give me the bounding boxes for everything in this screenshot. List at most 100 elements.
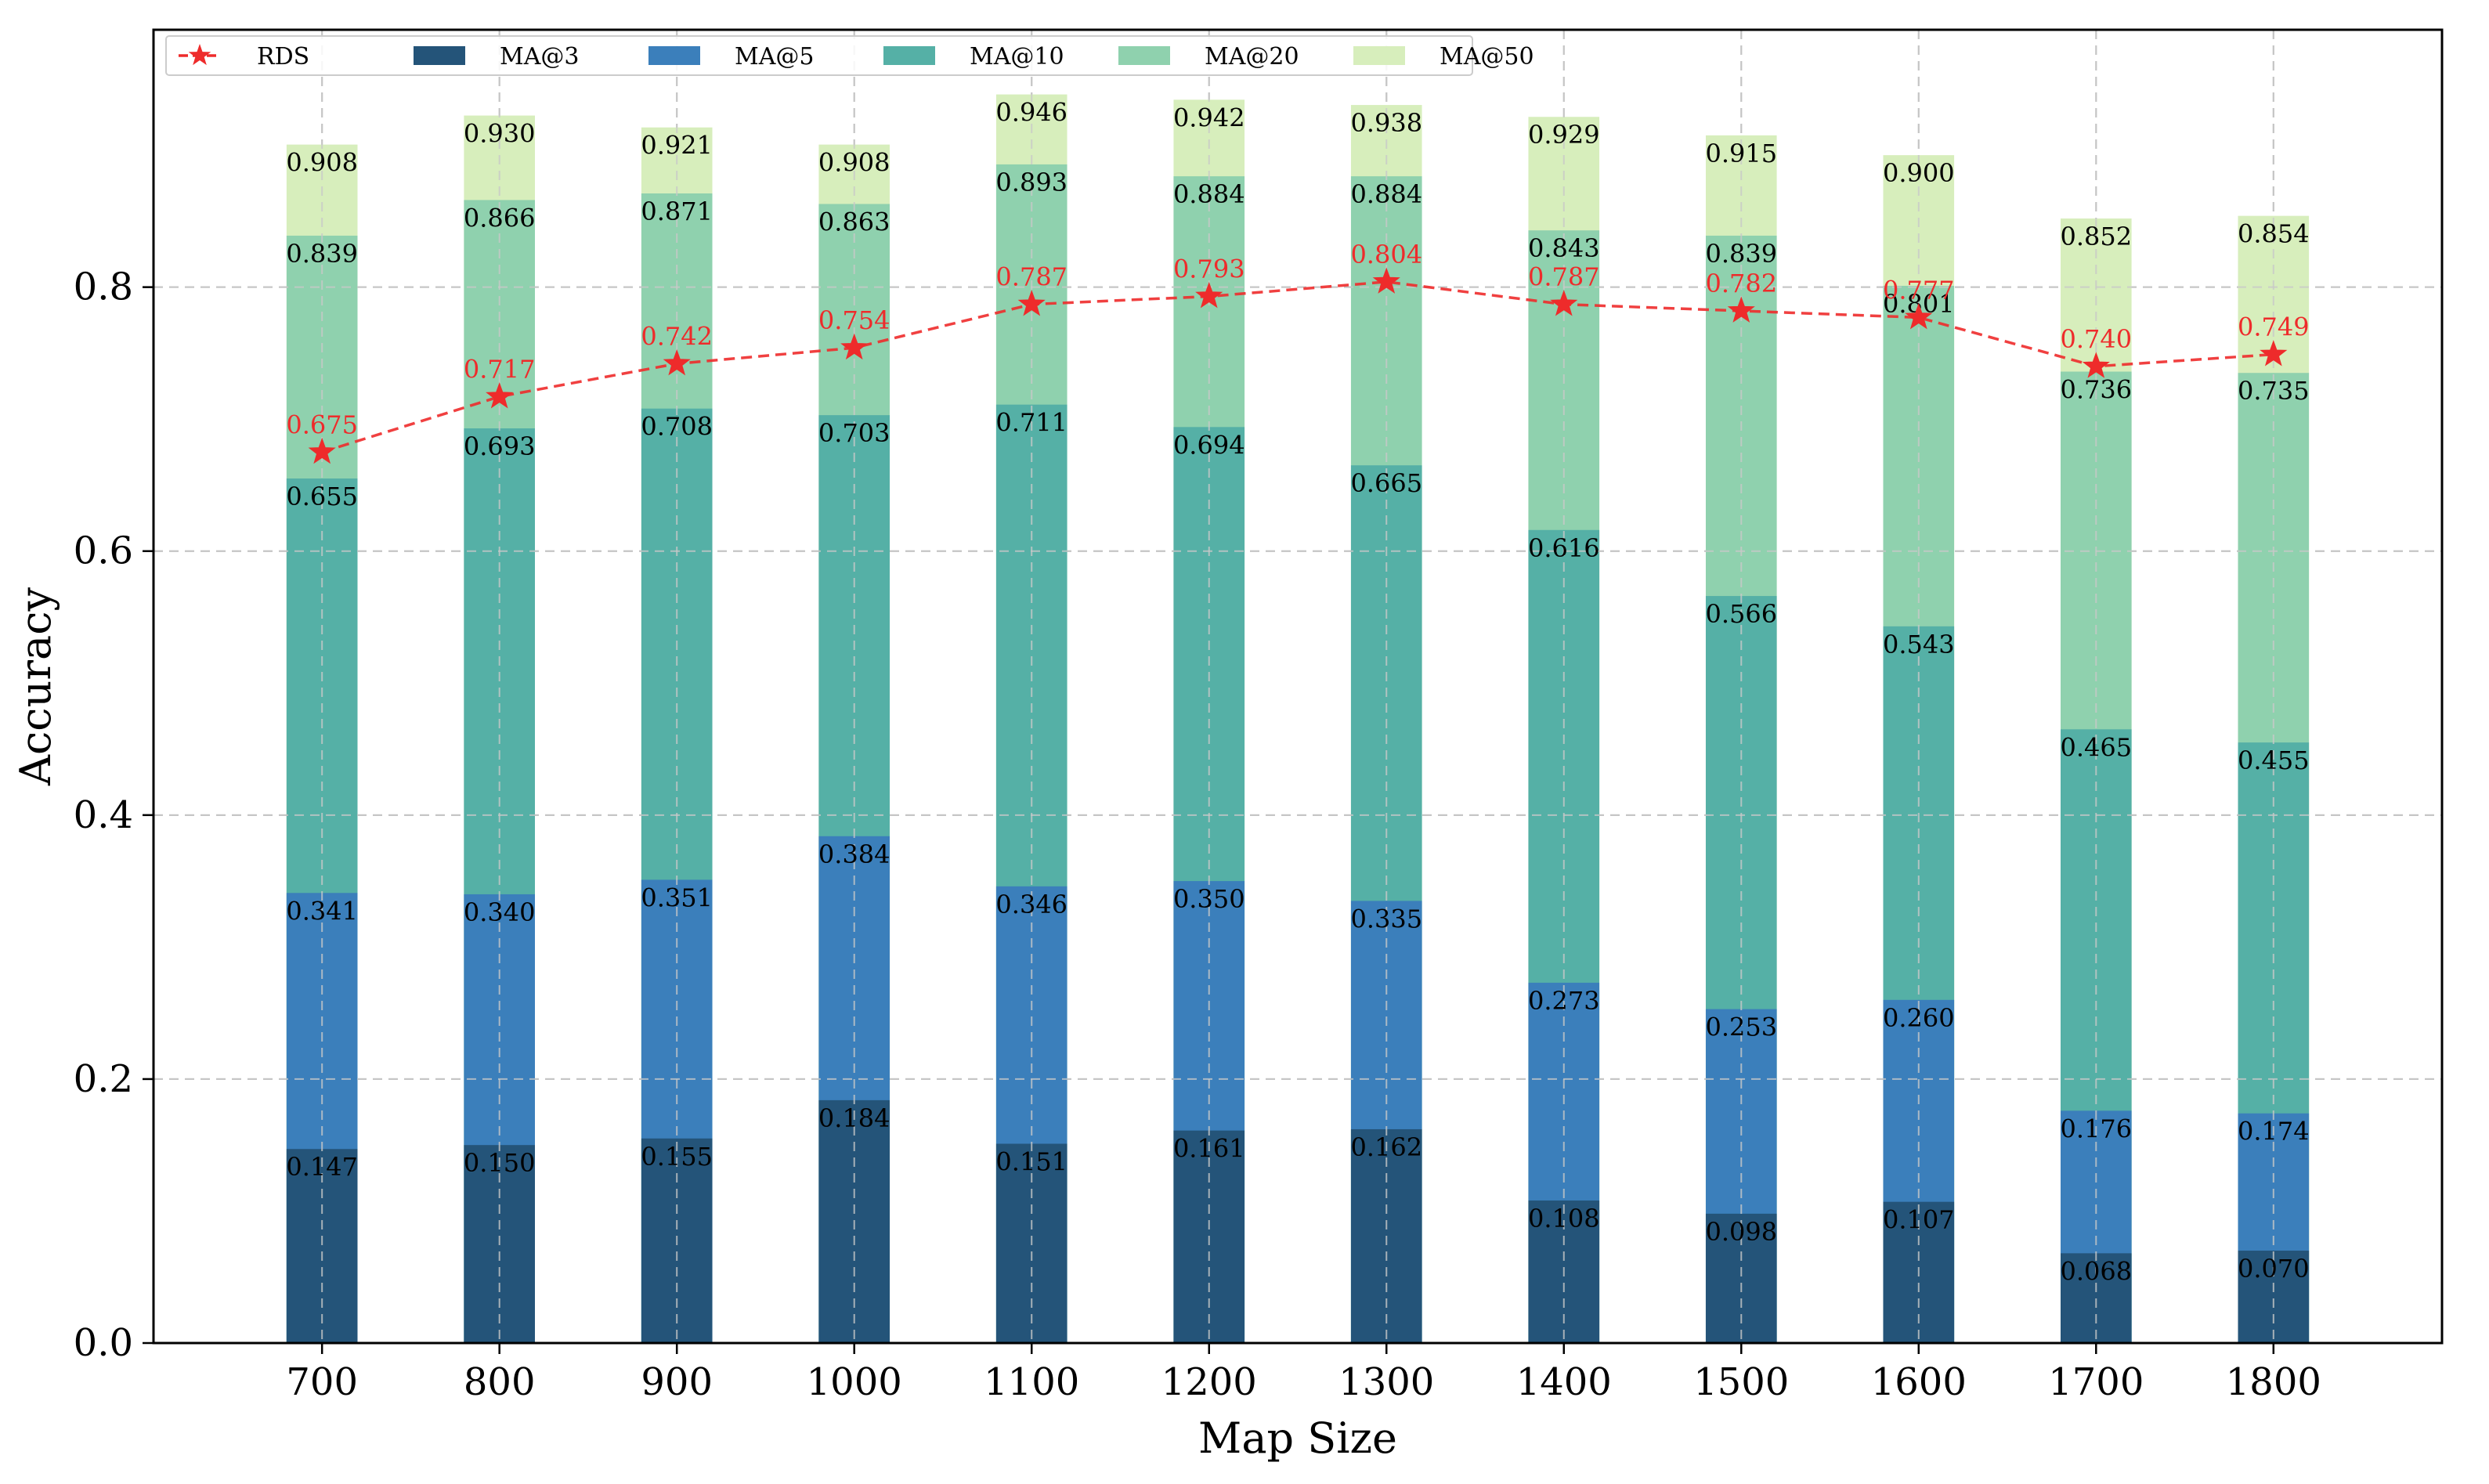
bar-value-label: 0.908 xyxy=(818,148,890,178)
bar-value-label: 0.839 xyxy=(286,239,358,269)
rds-point xyxy=(1372,267,1400,294)
rds-point xyxy=(1550,290,1578,316)
bar-value-label: 0.708 xyxy=(641,412,713,442)
bar-value-label: 0.346 xyxy=(995,890,1067,919)
y-tick-label: 0.8 xyxy=(74,265,133,309)
bar-value-label: 0.942 xyxy=(1173,103,1245,132)
bar-value-label: 0.915 xyxy=(1705,139,1777,168)
rds-value-label: 0.717 xyxy=(464,355,536,385)
x-tick-label: 1200 xyxy=(1161,1360,1257,1404)
rds-point xyxy=(1727,296,1755,323)
bar-value-label: 0.703 xyxy=(818,418,890,448)
rds-point xyxy=(1905,302,1933,330)
bar-value-label: 0.098 xyxy=(1705,1217,1777,1247)
legend-swatch xyxy=(1353,46,1405,65)
legend-swatch xyxy=(1118,46,1170,65)
x-tick-label: 800 xyxy=(464,1360,536,1404)
rds-value-label: 0.754 xyxy=(818,305,890,335)
bar-value-label: 0.900 xyxy=(1883,158,1955,188)
legend-swatch xyxy=(414,46,465,65)
x-tick-label: 1400 xyxy=(1516,1360,1612,1404)
bar-value-label: 0.147 xyxy=(286,1152,358,1182)
legend-label: MA@20 xyxy=(1205,43,1299,70)
legend-label: MA@50 xyxy=(1440,43,1534,70)
x-tick-label: 1500 xyxy=(1693,1360,1789,1404)
rds-value-label: 0.787 xyxy=(1528,262,1600,292)
legend-swatch xyxy=(883,46,935,65)
y-tick-label: 0.6 xyxy=(74,529,133,573)
bar-value-label: 0.340 xyxy=(464,897,536,927)
bar-value-label: 0.946 xyxy=(995,98,1067,128)
bar-labels: 0.908 0.930 0.921 0.908 0.946 0.942 0.938 0.929… xyxy=(286,98,2309,1287)
bar-value-label: 0.253 xyxy=(1705,1013,1777,1042)
bar-value-label: 0.736 xyxy=(2060,375,2132,405)
legend-label: MA@3 xyxy=(500,43,579,70)
bar-value-label: 0.852 xyxy=(2060,222,2132,251)
rds-point xyxy=(486,382,514,409)
bar-value-label: 0.384 xyxy=(818,839,890,869)
rds-point xyxy=(2260,340,2288,366)
bar-value-label: 0.108 xyxy=(1528,1204,1600,1233)
bar-value-label: 0.260 xyxy=(1883,1003,1955,1033)
x-tick-label: 1300 xyxy=(1338,1360,1434,1404)
bar-value-label: 0.070 xyxy=(2238,1254,2310,1284)
x-tick-label: 1800 xyxy=(2226,1360,2321,1404)
x-tick-label: 1600 xyxy=(1871,1360,1967,1404)
rds-value-label: 0.793 xyxy=(1173,254,1245,283)
bar-value-label: 0.843 xyxy=(1528,233,1600,263)
rds-point xyxy=(1017,290,1046,316)
bar-value-label: 0.174 xyxy=(2238,1117,2310,1146)
bar-value-label: 0.884 xyxy=(1350,179,1422,209)
legend: RDS MA@3 MA@5 MA@10 MA@20 MA@50 xyxy=(165,35,1534,76)
bar-value-label: 0.273 xyxy=(1528,986,1600,1016)
bar-ma-3 xyxy=(2238,1251,2310,1343)
bar-value-label: 0.863 xyxy=(818,207,890,237)
bar-value-label: 0.543 xyxy=(1883,630,1955,659)
bar-value-label: 0.929 xyxy=(1528,120,1600,150)
bar-value-label: 0.155 xyxy=(641,1142,713,1172)
legend-label: RDS xyxy=(257,43,309,70)
x-tick-label: 1000 xyxy=(807,1360,902,1404)
bar-value-label: 0.711 xyxy=(995,408,1067,438)
legend-label: MA@5 xyxy=(735,43,814,70)
y-tick-label: 0.0 xyxy=(74,1321,133,1365)
x-tick-label: 1100 xyxy=(984,1360,1079,1404)
bar-value-label: 0.455 xyxy=(2238,746,2310,775)
rds-point xyxy=(308,437,336,464)
bar-value-label: 0.735 xyxy=(2238,376,2310,406)
bar-value-label: 0.068 xyxy=(2060,1256,2132,1286)
bar-value-label: 0.162 xyxy=(1350,1132,1422,1162)
y-tick-label: 0.4 xyxy=(74,793,133,837)
x-tick-label: 900 xyxy=(641,1360,713,1404)
bar-value-label: 0.884 xyxy=(1173,179,1245,209)
bar-value-label: 0.151 xyxy=(995,1147,1067,1177)
rds-value-label: 0.749 xyxy=(2238,312,2310,342)
y-tick-label: 0.2 xyxy=(74,1057,133,1101)
rds-point xyxy=(2082,352,2110,378)
rds-point xyxy=(1195,281,1223,309)
bar-value-label: 0.107 xyxy=(1883,1205,1955,1235)
legend-label: MA@10 xyxy=(970,43,1064,70)
bar-value-label: 0.335 xyxy=(1350,904,1422,933)
x-tick-label: 1700 xyxy=(2048,1360,2144,1404)
bar-value-label: 0.871 xyxy=(641,197,713,226)
bar-value-label: 0.854 xyxy=(2238,219,2310,249)
plot-frame xyxy=(152,28,2444,1345)
bar-value-label: 0.150 xyxy=(464,1148,536,1178)
bar-value-label: 0.616 xyxy=(1528,533,1600,563)
rds-point xyxy=(840,333,869,360)
bar-value-label: 0.176 xyxy=(2060,1114,2132,1143)
bar-value-label: 0.655 xyxy=(286,482,358,511)
rds-value-label: 0.740 xyxy=(2060,324,2132,354)
bar-value-label: 0.350 xyxy=(1173,884,1245,914)
bar-value-label: 0.866 xyxy=(464,203,536,233)
bar-value-label: 0.938 xyxy=(1350,108,1422,138)
bar-value-label: 0.566 xyxy=(1705,599,1777,629)
bar-value-label: 0.693 xyxy=(464,431,536,461)
rds-value-label: 0.742 xyxy=(641,321,713,351)
axes: 0.0 0.2 0.4 0.6 0.8 700 800 900 1000 1100 1200 1300… xyxy=(74,265,2321,1404)
bar-value-label: 0.930 xyxy=(464,119,536,149)
rds-series-line xyxy=(321,280,2274,453)
rds-value-label: 0.787 xyxy=(995,262,1067,292)
rds-point xyxy=(663,348,691,376)
